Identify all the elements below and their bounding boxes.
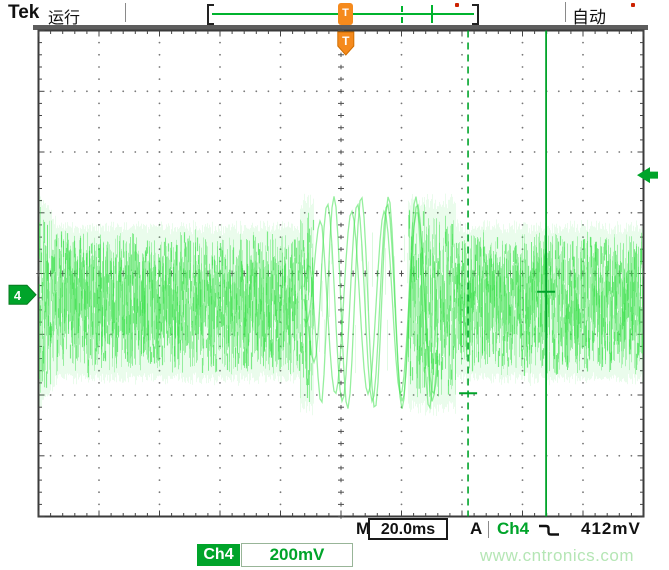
trigger-position-icon: T [338, 3, 353, 25]
timebase-label: M [356, 519, 371, 538]
trigger-level-value: 412mV [581, 519, 641, 538]
acquisition-mode: 自动 [572, 8, 606, 27]
falling-edge-icon [538, 523, 560, 538]
watermark: www.cntronics.com [480, 546, 634, 565]
channel-scale-box: 200mV [241, 543, 353, 567]
record-cursor-tick-solid [431, 5, 433, 23]
record-view-right-bracket [472, 4, 479, 25]
timebase-value-box: 20.0ms [368, 518, 448, 540]
run-status: 运行 [48, 10, 81, 27]
trigger-position-marker: T [337, 31, 355, 56]
channel-badge: Ch4 [197, 544, 240, 566]
acquisition-bar: T [207, 3, 479, 27]
timebase-value: 20.0ms [380, 521, 436, 538]
readout-divider [488, 521, 489, 538]
trigger-position-marker-label: T [342, 34, 350, 48]
graticule-and-waveform [33, 25, 648, 519]
tek-logo: Tek [8, 2, 40, 23]
header-divider [125, 3, 126, 22]
record-cursor-tick-dashed [401, 6, 403, 23]
channel-4-marker: 4 [8, 284, 37, 305]
header-divider [565, 2, 566, 22]
trigger-label: A [470, 519, 483, 538]
channel-4-marker-label: 4 [14, 288, 22, 303]
red-indicator-dot [631, 3, 635, 7]
red-indicator-dot [455, 3, 459, 7]
trigger-source: Ch4 [497, 519, 530, 538]
trigger-level-arrow-icon [637, 167, 658, 184]
record-view-left-bracket [207, 4, 214, 25]
